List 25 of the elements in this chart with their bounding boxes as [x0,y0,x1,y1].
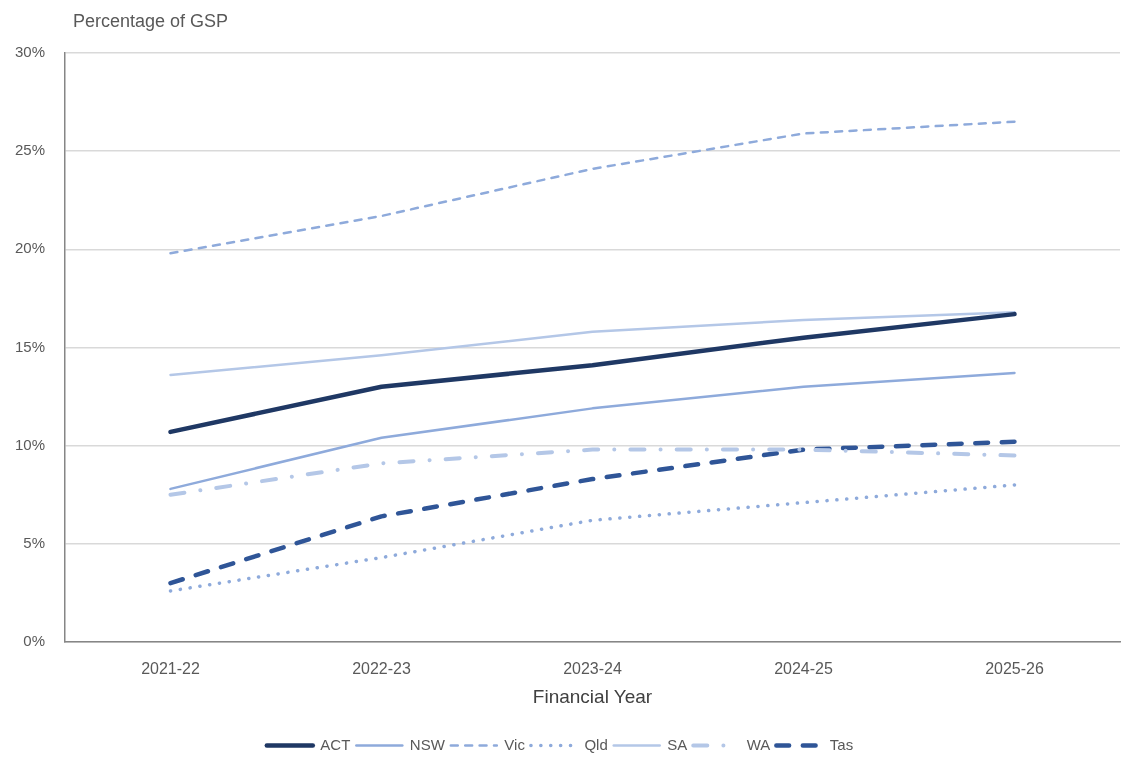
legend-label: ACT [320,735,351,753]
legend-label: NSW [409,735,446,753]
y-tick-label: 5% [23,533,45,551]
x-axis-title: Financial Year [532,685,653,707]
legend-label: Tas [829,735,854,753]
legend-label: WA [746,735,771,753]
y-tick-label: 0% [23,632,45,650]
x-tick-label: 2023-24 [563,660,622,678]
line-series [169,120,1016,255]
legend-label: Vic [504,735,526,753]
y-tick-label: 20% [14,239,45,257]
y-tick-label: 15% [14,337,45,355]
x-tick-label: 2022-23 [352,660,411,678]
line-series [168,447,1017,497]
y-tick-label: 30% [14,43,45,61]
x-tick-label: 2024-25 [774,660,833,678]
legend-label: SA [667,735,688,753]
x-tick-label: 2025-26 [985,660,1044,678]
y-tick-label: 25% [14,141,45,159]
legend-label: Qld [584,735,608,753]
y-tick-label: 10% [14,435,45,453]
y-axis-title: Percentage of GSP [73,10,229,31]
line-series [168,439,1017,586]
x-tick-label: 2021-22 [141,660,200,678]
line-series [168,483,1017,593]
